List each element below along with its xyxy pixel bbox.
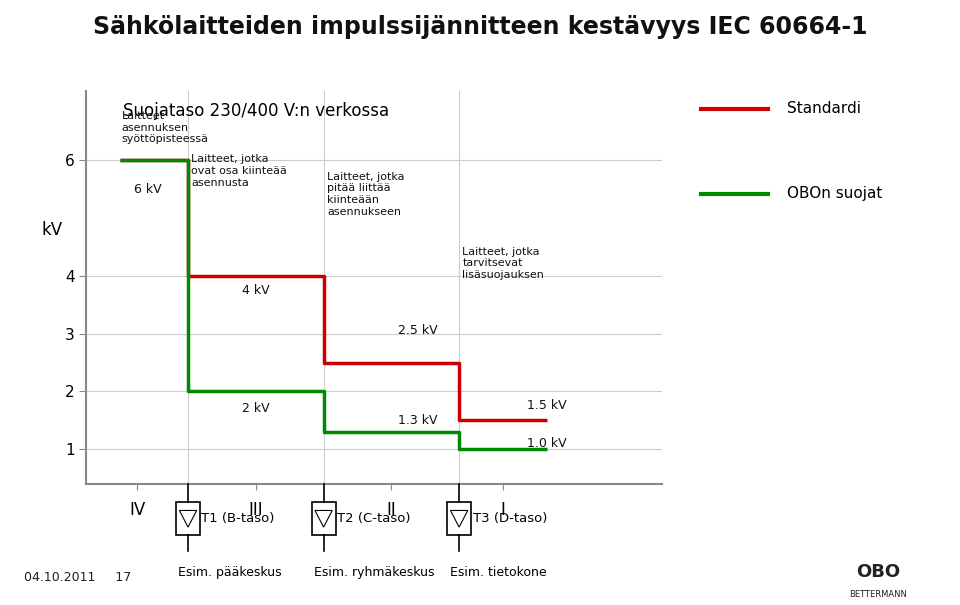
Text: 4 kV: 4 kV xyxy=(242,284,270,297)
Text: 2 kV: 2 kV xyxy=(242,402,270,415)
Text: 1.5 kV: 1.5 kV xyxy=(527,399,566,413)
Text: 04.10.2011     17: 04.10.2011 17 xyxy=(24,571,132,584)
Text: OBO: OBO xyxy=(856,563,900,581)
Text: BETTERMANN: BETTERMANN xyxy=(850,590,907,598)
Text: Laitteet
asennuksen
syöttöpisteessä: Laitteet asennuksen syöttöpisteessä xyxy=(122,111,208,144)
Text: kV: kV xyxy=(42,221,63,238)
Text: OBOn suojat: OBOn suojat xyxy=(787,186,882,201)
Text: Laitteet, jotka
ovat osa kiinteää
asennusta: Laitteet, jotka ovat osa kiinteää asennu… xyxy=(191,154,287,188)
Text: 6 kV: 6 kV xyxy=(133,183,161,195)
Text: Esim. ryhmäkeskus: Esim. ryhmäkeskus xyxy=(314,566,435,578)
Text: 2.5 kV: 2.5 kV xyxy=(398,324,438,337)
Text: T3 (D-taso): T3 (D-taso) xyxy=(472,512,547,525)
Text: Laitteet, jotka
pitää liittää
kiinteään
asennukseen: Laitteet, jotka pitää liittää kiinteään … xyxy=(327,172,404,217)
Text: 1.3 kV: 1.3 kV xyxy=(398,414,438,427)
Text: Standardi: Standardi xyxy=(787,102,861,116)
Text: Laitteet, jotka
tarvitsevat
lisäsuojauksen: Laitteet, jotka tarvitsevat lisäsuojauks… xyxy=(463,247,544,280)
Text: T2 (C-taso): T2 (C-taso) xyxy=(337,512,411,525)
Text: Esim. pääkeskus: Esim. pääkeskus xyxy=(179,566,282,578)
Text: Sähkölaitteiden impulssijännitteen kestävyys IEC 60664-1: Sähkölaitteiden impulssijännitteen kestä… xyxy=(93,15,867,39)
Text: T1 (B-taso): T1 (B-taso) xyxy=(202,512,275,525)
Text: 1.0 kV: 1.0 kV xyxy=(527,437,566,450)
Text: Esim. tietokone: Esim. tietokone xyxy=(449,566,546,578)
Text: Suojataso 230/400 V:n verkossa: Suojataso 230/400 V:n verkossa xyxy=(123,102,389,120)
